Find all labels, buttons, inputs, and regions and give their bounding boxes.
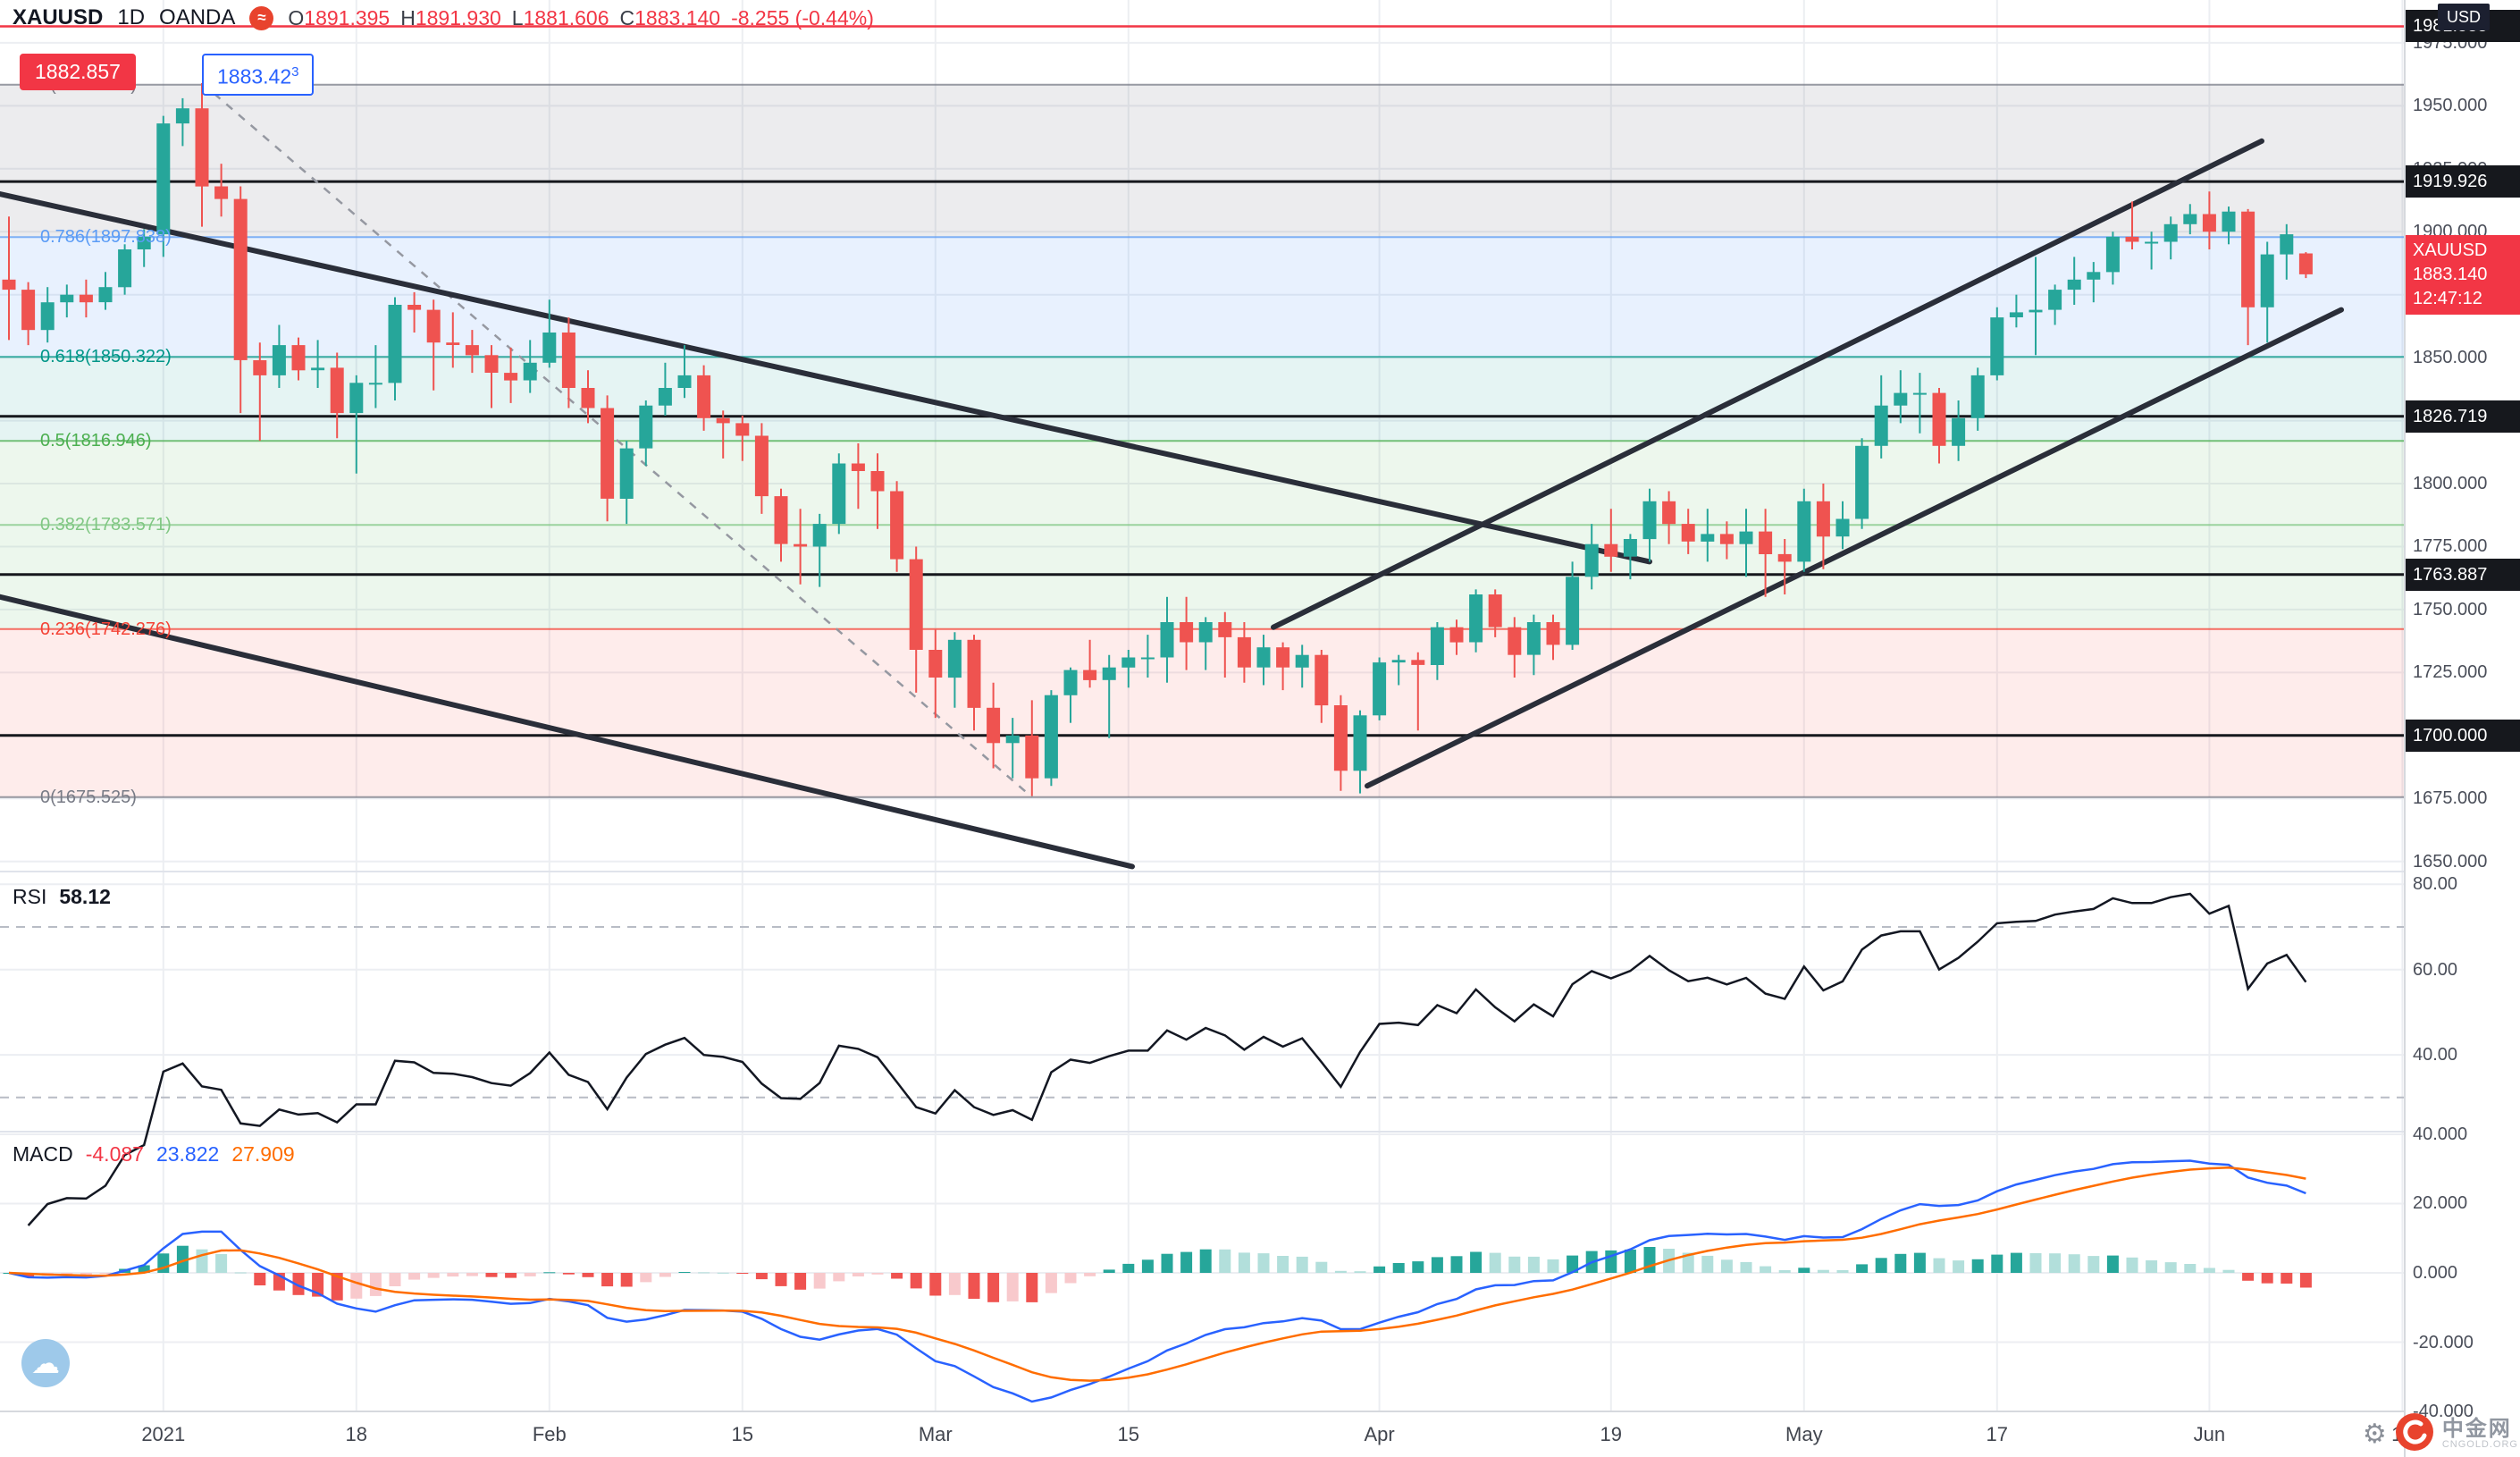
current-price-label: XAUUSD 1883.140 12:47:12 (2406, 234, 2520, 315)
low-label: L (511, 5, 524, 29)
time-axis-label: Jun (2193, 1423, 2226, 1445)
open-value: 1891.395 (304, 5, 391, 29)
low-value: 1881.606 (523, 5, 609, 29)
high-label: H (400, 5, 416, 29)
grid-lines (0, 0, 2404, 1411)
time-axis-label: Feb (532, 1423, 567, 1445)
macd-tick-label: -40.000 (2413, 1402, 2474, 1422)
rsi-title-label[interactable]: RSI (13, 885, 47, 908)
chart-canvas[interactable] (0, 0, 2404, 1411)
macd-hist-value: -4.087 (85, 1142, 144, 1166)
cloud-logo-icon: ☁ (21, 1339, 70, 1387)
time-axis-label: 17 (1986, 1423, 2009, 1445)
rsi-pane-title: RSI 58.12 (13, 885, 111, 909)
macd-tick-label: 0.000 (2413, 1263, 2458, 1283)
time-axis-label: 15 (1117, 1423, 1140, 1445)
price-tick-label: 1800.000 (2413, 474, 2488, 494)
macd-signal-value: 27.909 (231, 1142, 295, 1166)
current-symbol: XAUUSD (2413, 240, 2488, 260)
time-axis-label: 2021 (141, 1423, 186, 1445)
sell-price: 1882.857 (35, 60, 121, 83)
rsi-plot (0, 892, 2404, 1226)
gear-icon[interactable]: ⚙ (2362, 1419, 2387, 1449)
high-value: 1891.930 (415, 5, 501, 29)
price-tick-label: 1950.000 (2413, 96, 2488, 116)
macd-tick-label: 20.000 (2413, 1193, 2468, 1214)
price-line-label: 1919.926 (2406, 165, 2520, 198)
rsi-tick-label: 40.00 (2413, 1045, 2458, 1065)
brand-sub: CNGOLD.ORG (2441, 1439, 2518, 1451)
current-countdown: 12:47:12 (2413, 288, 2482, 308)
price-tick-label: 1675.000 (2413, 788, 2488, 809)
brand-name: 中金网 (2441, 1417, 2512, 1442)
interval-label[interactable]: 1D (117, 5, 146, 29)
close-value: 1883.140 (634, 5, 721, 29)
ohlc-readout: O1891.395 H1891.930 L1881.606 C1883.140 … (288, 6, 874, 30)
macd-plot (3, 1159, 2312, 1403)
macd-tick-label: 40.000 (2413, 1124, 2468, 1144)
buy-price: 1883.42 (217, 64, 292, 88)
chart-header: XAUUSD 1D OANDA ≈ O1891.395 H1891.930 L1… (13, 5, 874, 30)
time-axis-label: May (1785, 1423, 1823, 1445)
change-value: -8.255 (-0.44%) (731, 5, 874, 29)
exchange-label: OANDA (159, 5, 236, 29)
price-line-label: 1700.000 (2406, 719, 2520, 752)
open-label: O (288, 5, 305, 29)
time-axis[interactable]: 202118Feb15Mar15Apr19May17Jun14 (0, 1411, 2414, 1457)
symbol-name[interactable]: XAUUSD (13, 5, 104, 29)
price-line-label: 1763.887 (2406, 558, 2520, 591)
wave-badge-icon: ≈ (249, 5, 274, 30)
macd-pane-title: MACD -4.087 23.822 27.909 (13, 1142, 295, 1166)
price-tick-label: 1725.000 (2413, 662, 2488, 683)
trend-lines[interactable] (0, 138, 2344, 870)
pane-separators (0, 871, 2404, 1133)
macd-tick-label: -20.000 (2413, 1332, 2474, 1352)
time-axis-label: 18 (345, 1423, 368, 1445)
fib-trend-line[interactable] (201, 82, 1033, 798)
time-axis-label: 19 (1600, 1423, 1623, 1445)
time-axis-label: Mar (918, 1423, 953, 1445)
price-axis[interactable]: USD 1650.000 1675.000 1700.000 1725.000 1750… (2404, 0, 2520, 1457)
time-axis-label: Apr (1364, 1423, 1395, 1445)
sell-button[interactable]: 1882.857 (20, 54, 136, 90)
buy-price-sup: 3 (291, 64, 299, 80)
brand-watermark: ⚙ 中金网 CNGOLD.ORG (2363, 1412, 2518, 1456)
close-label: C (619, 5, 635, 29)
swirl-logo-icon (2395, 1412, 2434, 1456)
price-tick-label: 1750.000 (2413, 599, 2488, 619)
macd-title-label[interactable]: MACD (13, 1142, 73, 1166)
buy-button[interactable]: 1883.423 (202, 54, 315, 96)
currency-unit-chip[interactable]: USD (2438, 4, 2490, 30)
current-price: 1883.140 (2413, 264, 2488, 284)
price-tick-label: 1850.000 (2413, 348, 2488, 368)
macd-line-value: 23.822 (155, 1142, 220, 1166)
rsi-tick-label: 60.00 (2413, 959, 2458, 980)
price-line-label: 1826.719 (2406, 400, 2520, 433)
price-tick-label: 1650.000 (2413, 851, 2488, 872)
rsi-value: 58.12 (59, 885, 111, 908)
horizontal-price-lines[interactable] (0, 25, 2404, 737)
rsi-tick-label: 80.00 (2413, 874, 2458, 895)
candlestick-series (2, 83, 2313, 796)
price-tick-label: 1775.000 (2413, 536, 2488, 557)
time-axis-label: 15 (731, 1423, 754, 1445)
